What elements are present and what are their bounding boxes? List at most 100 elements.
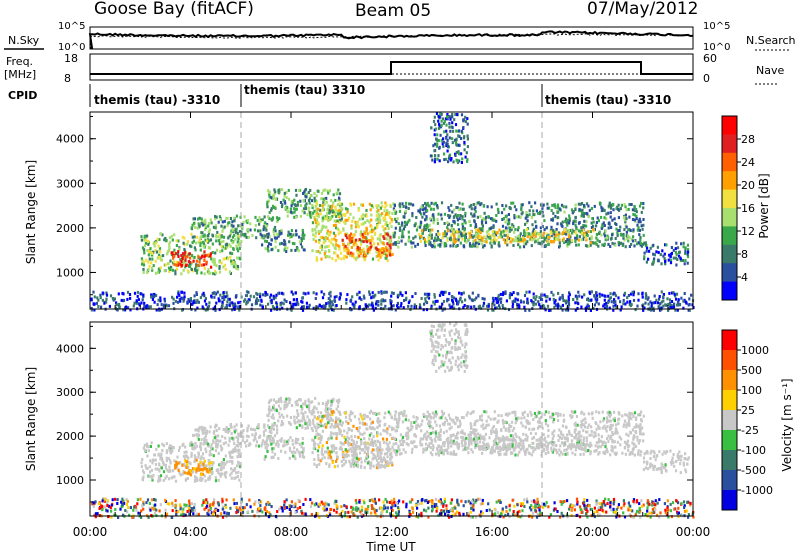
range-cell <box>289 301 292 305</box>
range-cell <box>382 428 385 432</box>
range-cell <box>368 425 371 429</box>
range-cell <box>329 413 332 417</box>
nsky-label: N.Sky <box>8 34 40 47</box>
range-cell <box>517 234 520 238</box>
range-cell <box>295 426 298 430</box>
range-cell <box>326 207 329 211</box>
range-cell <box>289 449 292 453</box>
range-cell <box>177 449 181 452</box>
range-cell <box>630 242 633 246</box>
range-cell <box>446 149 449 153</box>
range-cell <box>149 305 152 309</box>
range-cell <box>327 418 331 422</box>
range-cell <box>607 301 610 305</box>
range-cell <box>342 457 345 461</box>
range-cell <box>257 423 260 427</box>
range-cell <box>384 252 388 256</box>
range-cell <box>367 448 370 451</box>
range-cell <box>96 296 99 300</box>
range-cell <box>591 241 594 245</box>
range-cell <box>416 242 419 246</box>
range-cell <box>514 235 517 239</box>
range-cell <box>453 208 456 212</box>
range-cell <box>530 238 533 242</box>
range-cell <box>231 235 234 239</box>
range-cell <box>183 291 186 295</box>
range-cell <box>124 308 127 312</box>
range-cell <box>311 400 314 404</box>
range-cell <box>309 400 312 404</box>
range-cell <box>139 292 142 296</box>
range-cell <box>635 217 638 220</box>
range-cell <box>491 301 494 305</box>
range-cell <box>215 435 218 439</box>
range-cell <box>314 435 317 439</box>
range-cell <box>322 206 325 210</box>
range-cell <box>275 409 278 413</box>
range-cell <box>598 292 601 296</box>
range-cell <box>477 228 480 232</box>
range-cell <box>231 436 234 440</box>
range-cell <box>407 238 411 242</box>
range-cell <box>344 448 347 452</box>
range-cell <box>146 249 149 252</box>
range-cell <box>271 447 274 451</box>
range-cell <box>368 411 371 415</box>
range-cell <box>627 207 630 211</box>
range-cell <box>632 228 635 232</box>
range-cell <box>329 205 332 209</box>
range-cell <box>240 239 243 243</box>
range-cell <box>95 301 98 305</box>
range-cell <box>352 242 355 246</box>
range-cell <box>508 293 511 297</box>
range-cell <box>456 160 459 164</box>
range-cell <box>457 234 460 238</box>
range-cell <box>335 451 338 455</box>
range-cell <box>103 301 106 305</box>
range-cell <box>205 431 208 435</box>
range-cell <box>144 244 147 248</box>
range-cell <box>143 235 146 239</box>
range-cell <box>327 452 330 456</box>
range-cell <box>554 303 557 307</box>
range-cell <box>562 205 565 209</box>
range-cell <box>535 239 538 243</box>
range-cell <box>221 235 224 239</box>
range-cell <box>501 293 505 297</box>
range-cell <box>325 441 328 445</box>
range-cell <box>293 210 296 214</box>
range-cell <box>312 439 315 442</box>
range-cell <box>228 439 231 443</box>
range-cell <box>336 404 340 408</box>
range-cell <box>523 305 526 309</box>
range-cell <box>169 459 172 463</box>
range-cell <box>397 222 400 226</box>
range-cell <box>218 472 221 476</box>
range-cell <box>191 467 195 471</box>
range-cell <box>426 201 429 205</box>
range-cell <box>440 290 443 294</box>
range-cell <box>355 447 358 451</box>
range-cell <box>443 233 447 237</box>
range-cell <box>199 442 202 446</box>
range-cell <box>207 253 211 257</box>
range-cell <box>586 298 589 302</box>
range-cell <box>199 476 202 480</box>
range-cell <box>293 455 296 459</box>
range-cell <box>448 125 451 129</box>
range-cell <box>470 298 473 302</box>
range-cell <box>460 232 463 236</box>
range-cell <box>269 439 272 443</box>
range-cell <box>658 297 661 301</box>
range-cell <box>478 242 481 246</box>
range-cell <box>365 446 368 450</box>
range-cell <box>623 228 626 232</box>
range-cell <box>342 243 345 246</box>
range-cell <box>147 445 150 449</box>
range-cell <box>379 446 382 450</box>
noise-right-tick-bottom: 10^0 <box>703 42 730 53</box>
range-cell <box>208 254 211 258</box>
range-cell <box>652 243 655 247</box>
range-cell <box>267 215 270 219</box>
range-cell <box>202 263 205 267</box>
